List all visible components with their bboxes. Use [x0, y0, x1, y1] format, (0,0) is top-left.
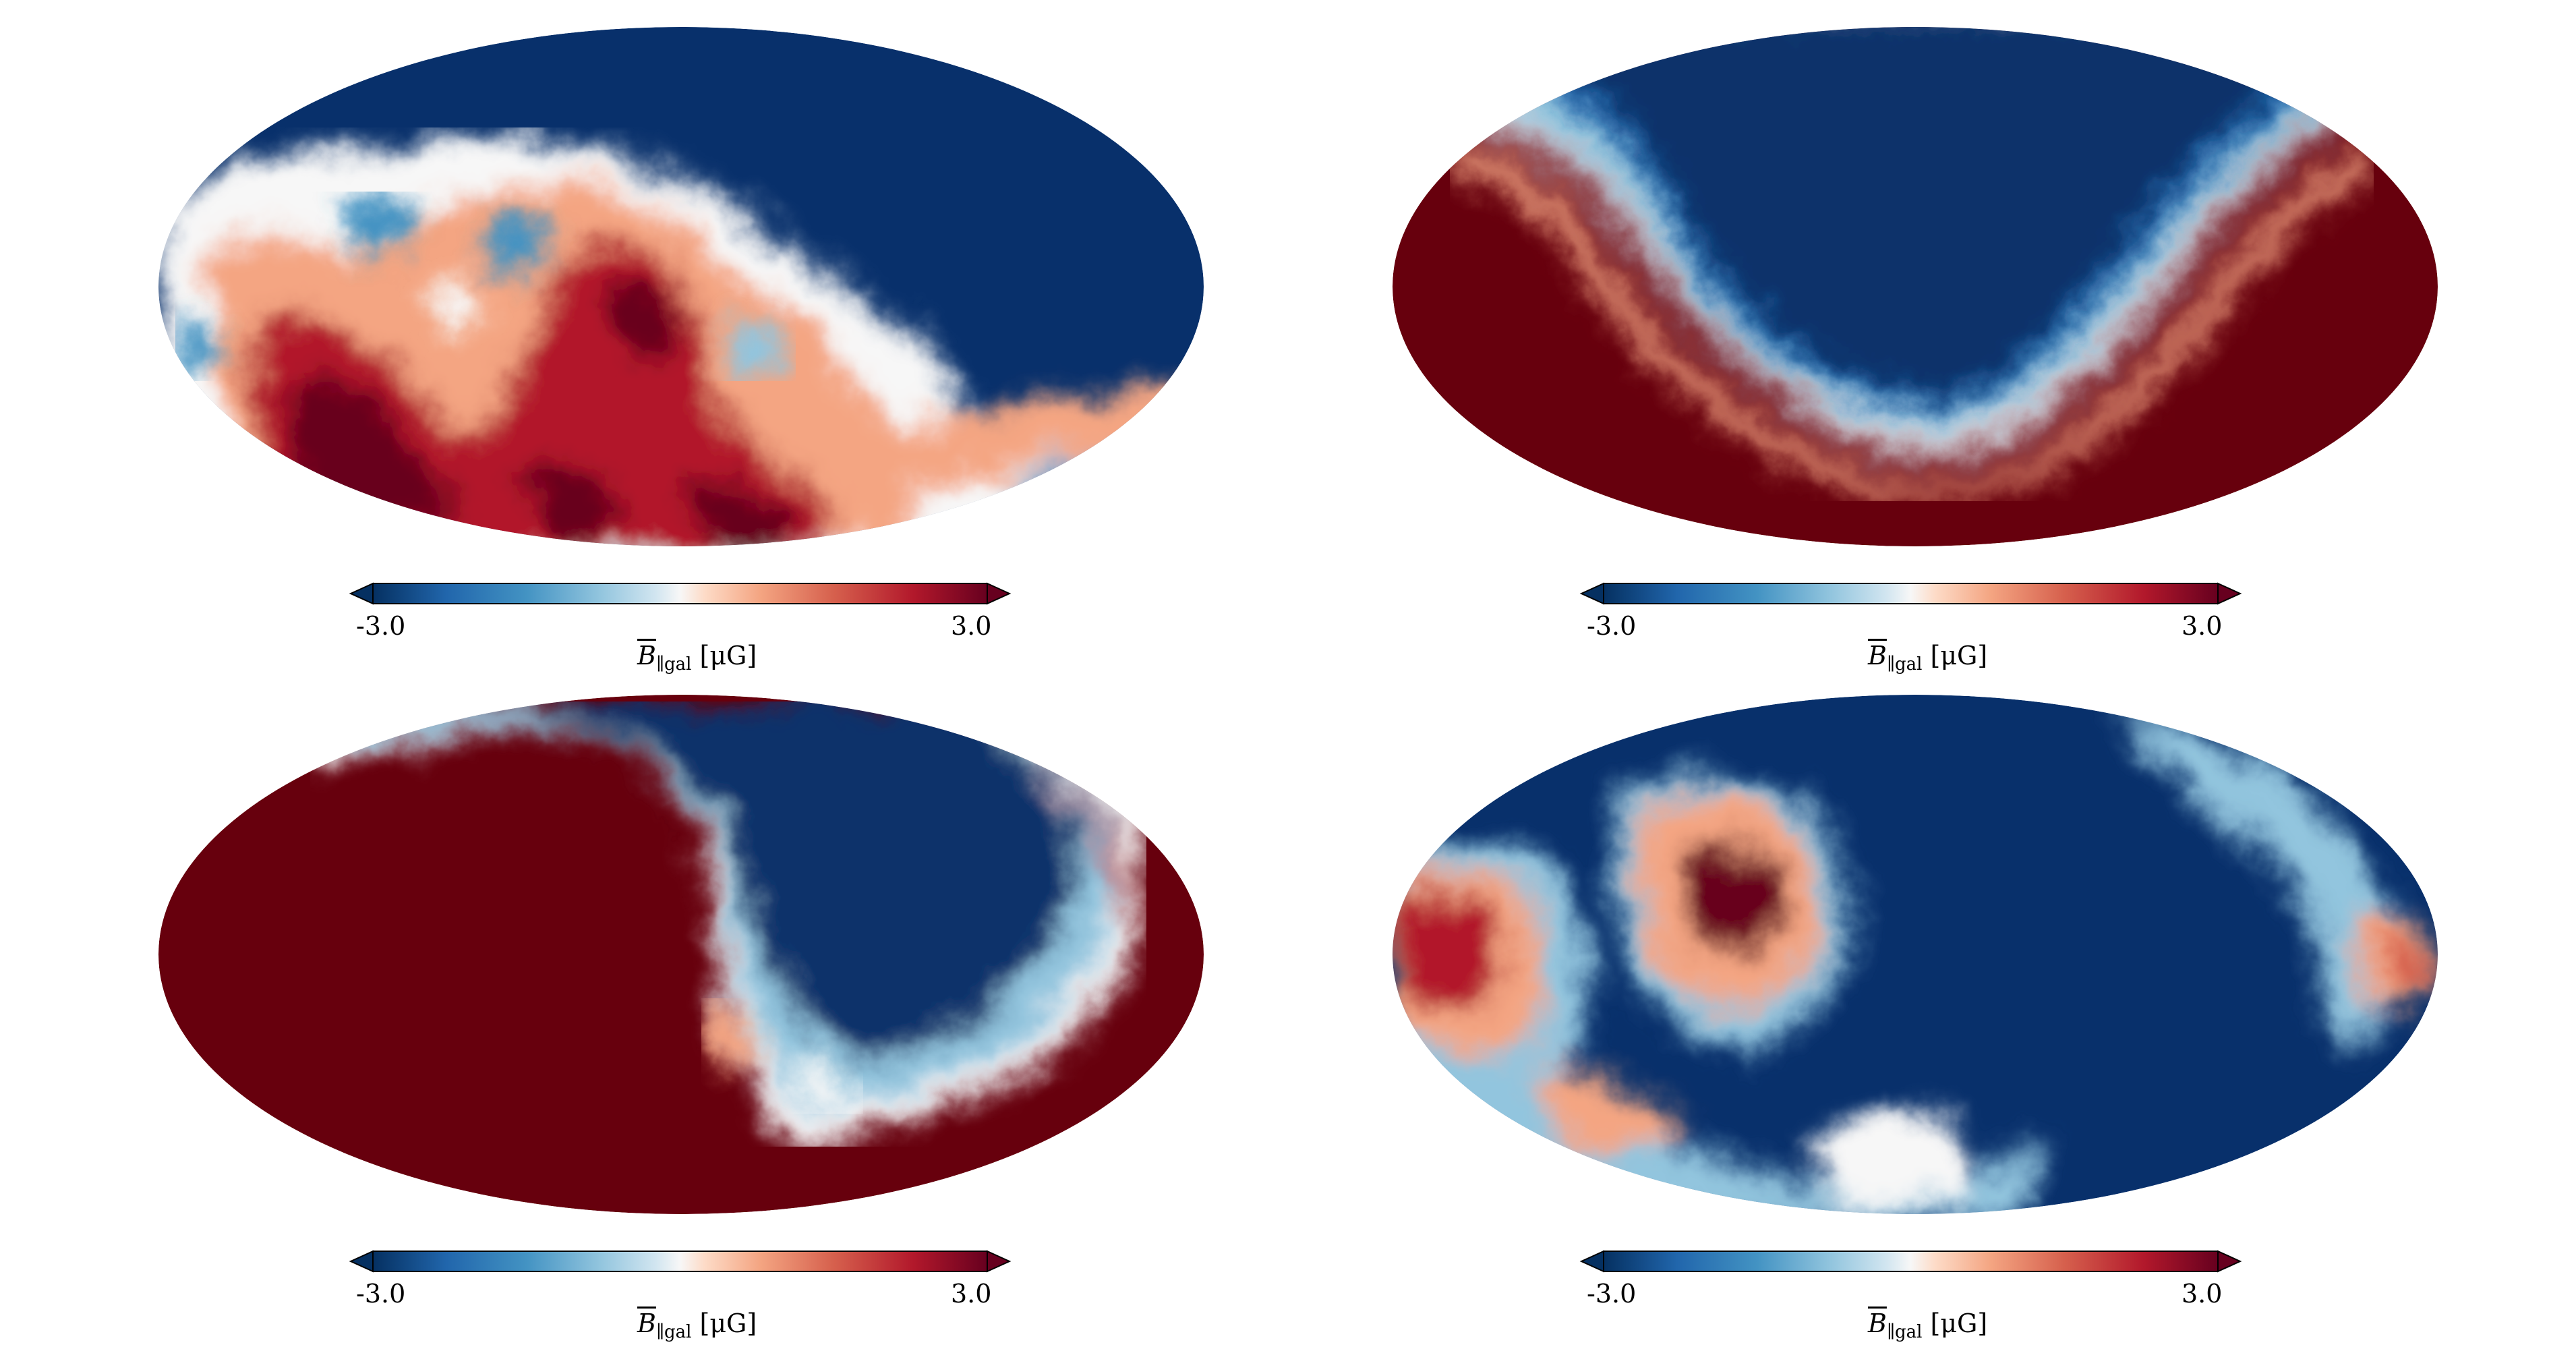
colorbar-top-left — [349, 582, 1012, 605]
colorbar-label-symbol: B — [637, 641, 656, 670]
colorbar-label-symbol: B — [1868, 1309, 1887, 1338]
colorbar-max-label: 3.0 — [2182, 611, 2223, 641]
colorbar-label: B∥gal [μG] — [637, 641, 757, 674]
colorbar-label: B∥gal [μG] — [1868, 1309, 1987, 1342]
map-top-left — [158, 27, 1204, 546]
map-top-right — [1393, 27, 2438, 546]
colorbar-max-label: 3.0 — [951, 1279, 992, 1309]
colorbar-label-subscript: ∥gal — [655, 1322, 692, 1342]
colorbar-label-unit: [μG] — [1930, 1309, 1988, 1338]
colorbar-bottom-right — [1579, 1250, 2242, 1273]
colorbar-label: B∥gal [μG] — [637, 1309, 757, 1342]
colorbar-min-label: -3.0 — [356, 1279, 406, 1309]
map-bottom-left — [158, 695, 1204, 1214]
colorbar-label-subscript: ∥gal — [1886, 654, 1923, 674]
colorbar-label: B∥gal [μG] — [1868, 641, 1987, 674]
colorbar-label-subscript: ∥gal — [655, 654, 692, 674]
colorbar-label-unit: [μG] — [699, 641, 757, 670]
colorbar-label-subscript: ∥gal — [1886, 1322, 1923, 1342]
colorbar-min-label: -3.0 — [1587, 1279, 1637, 1309]
colorbar-label-symbol: B — [1868, 641, 1887, 670]
colorbar-max-label: 3.0 — [2182, 1279, 2223, 1309]
colorbar-label-unit: [μG] — [699, 1309, 757, 1338]
colorbar-label-unit: [μG] — [1930, 641, 1988, 670]
colorbar-bottom-left — [349, 1250, 1012, 1273]
colorbar-max-label: 3.0 — [951, 611, 992, 641]
colorbar-label-symbol: B — [637, 1309, 656, 1338]
map-bottom-right — [1393, 695, 2438, 1214]
colorbar-top-right — [1579, 582, 2242, 605]
colorbar-min-label: -3.0 — [356, 611, 406, 641]
colorbar-min-label: -3.0 — [1587, 611, 1637, 641]
